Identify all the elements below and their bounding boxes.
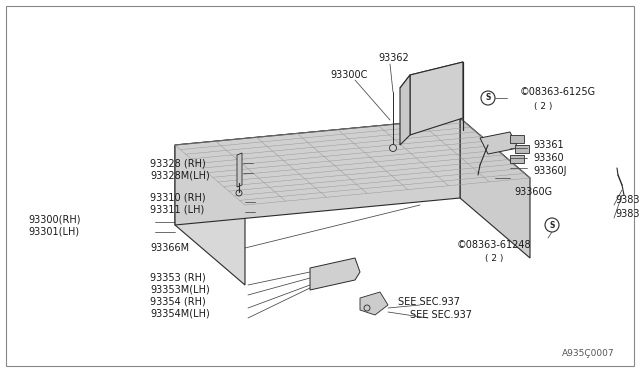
Polygon shape [237, 153, 242, 187]
Circle shape [481, 91, 495, 105]
Polygon shape [175, 118, 460, 225]
Polygon shape [310, 258, 360, 290]
Polygon shape [480, 132, 518, 154]
Text: 93300(RH): 93300(RH) [28, 215, 81, 225]
Text: 93354 (RH): 93354 (RH) [150, 297, 205, 307]
Text: 93360: 93360 [533, 153, 564, 163]
Polygon shape [400, 75, 410, 145]
Bar [510, 155, 524, 163]
Text: 93833(LH): 93833(LH) [615, 208, 640, 218]
Polygon shape [175, 118, 530, 205]
Text: S: S [549, 221, 555, 230]
Text: SEE SEC.937: SEE SEC.937 [398, 297, 460, 307]
Text: 93353M(LH): 93353M(LH) [150, 285, 210, 295]
Text: S: S [485, 93, 491, 103]
Text: A935Ç0007: A935Ç0007 [563, 349, 615, 358]
Polygon shape [460, 118, 530, 258]
Text: SEE SEC.937: SEE SEC.937 [410, 310, 472, 320]
Text: ( 2 ): ( 2 ) [485, 253, 503, 263]
Bar [510, 135, 524, 143]
Text: 93310 (RH): 93310 (RH) [150, 193, 205, 203]
Text: 93362: 93362 [379, 53, 410, 63]
Text: ©08363-6125G: ©08363-6125G [520, 87, 596, 97]
Bar [515, 145, 529, 153]
Text: 93328 (RH): 93328 (RH) [150, 158, 205, 168]
Circle shape [545, 218, 559, 232]
Text: 93301(LH): 93301(LH) [28, 227, 79, 237]
Text: 93328M(LH): 93328M(LH) [150, 170, 210, 180]
Text: 93360J: 93360J [533, 166, 566, 176]
Text: 93354M(LH): 93354M(LH) [150, 309, 210, 319]
Circle shape [390, 144, 397, 151]
Text: 93300C: 93300C [330, 70, 368, 80]
Text: 93832(RH): 93832(RH) [615, 195, 640, 205]
Text: 93366M: 93366M [150, 243, 189, 253]
Text: ( 2 ): ( 2 ) [534, 102, 552, 110]
Text: 93360G: 93360G [514, 187, 552, 197]
Polygon shape [400, 62, 463, 88]
Polygon shape [360, 292, 388, 315]
Text: 93361: 93361 [533, 140, 564, 150]
Text: 93311 (LH): 93311 (LH) [150, 205, 204, 215]
Text: 93353 (RH): 93353 (RH) [150, 273, 205, 283]
Polygon shape [175, 145, 245, 285]
Text: ©08363-61248: ©08363-61248 [457, 240, 531, 250]
Polygon shape [410, 62, 463, 135]
